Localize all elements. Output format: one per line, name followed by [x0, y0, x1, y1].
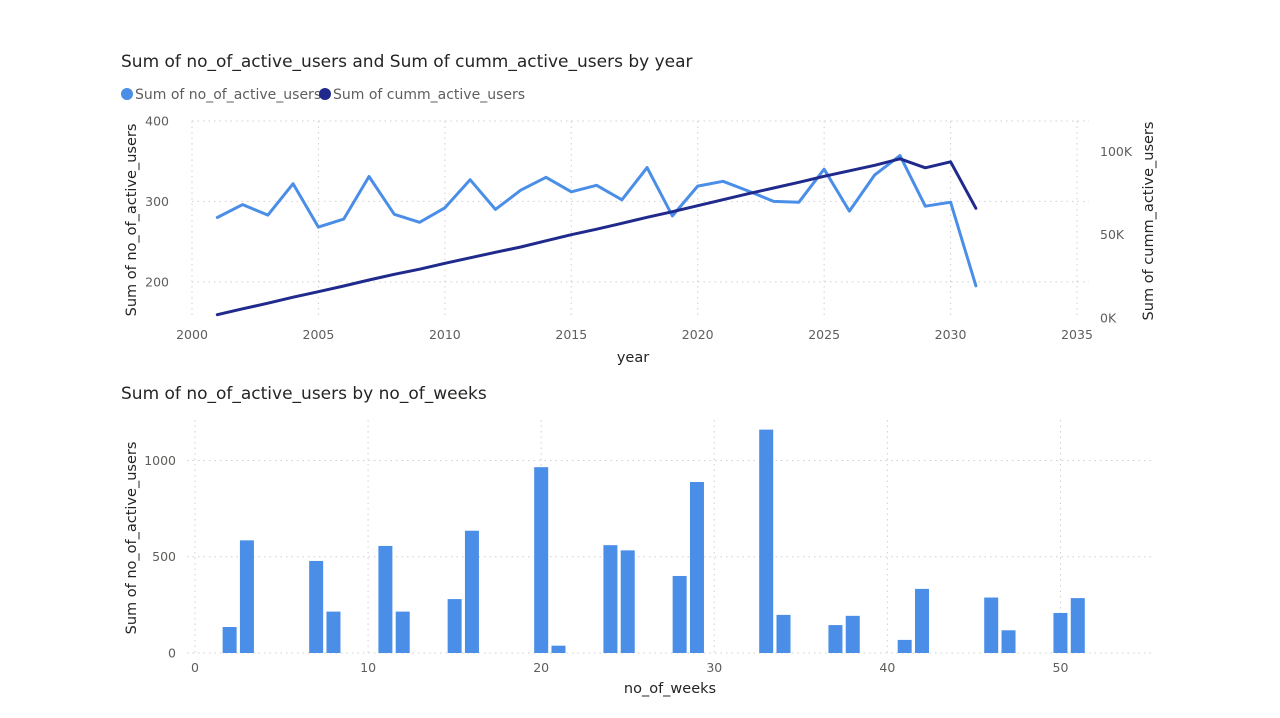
y-tick-label: 400 [145, 114, 169, 129]
bar-chart-y-axis-title: Sum of no_of_active_users [124, 442, 140, 635]
series-line-cumm-users [215, 157, 978, 317]
bar [620, 550, 635, 653]
y2-tick-label: 50K [1100, 227, 1125, 242]
bar-chart-title: Sum of no_of_active_users by no_of_weeks [121, 384, 487, 404]
bar [828, 625, 843, 653]
x-tick-label: 2000 [176, 327, 208, 342]
x-tick-label: 2025 [808, 327, 840, 342]
bar [1070, 598, 1085, 653]
x-tick-label: 2005 [303, 327, 335, 342]
bar [464, 530, 479, 653]
bar [378, 545, 393, 653]
bar-chart-grid [187, 420, 1155, 654]
line-chart-title: Sum of no_of_active_users and Sum of cum… [121, 52, 693, 72]
bar [222, 627, 237, 653]
line-chart-legend: Sum of no_of_active_users Sum of cumm_ac… [121, 87, 525, 103]
bar [326, 611, 341, 653]
x-tick-label: 0 [191, 660, 199, 675]
y2-tick-label: 0K [1100, 311, 1117, 326]
bar [239, 540, 254, 653]
bar-chart-x-axis-title: no_of_weeks [624, 681, 716, 697]
x-tick-label: 2010 [429, 327, 461, 342]
legend-label-cumm-users: Sum of cumm_active_users [333, 87, 525, 103]
bar [672, 575, 687, 653]
y-tick-label: 0 [168, 646, 176, 661]
y-tick-label: 300 [145, 194, 169, 209]
line-chart-ticks: 2000 2005 2010 2015 2020 2025 2030 2035 200 300 40… [145, 114, 1133, 343]
x-tick-label: 2020 [682, 327, 714, 342]
x-tick-label: 40 [879, 660, 895, 675]
bar [689, 482, 704, 653]
bar [1053, 612, 1068, 653]
bar [845, 615, 860, 653]
bar-chart: Sum of no_of_active_users by no_of_weeks… [121, 384, 1155, 697]
bar [551, 645, 566, 653]
series-line-active-users [215, 154, 978, 288]
y-tick-label: 500 [152, 549, 176, 564]
bar [395, 611, 410, 653]
line-chart-y-axis-title: Sum of no_of_active_users [124, 124, 140, 317]
x-tick-label: 50 [1053, 660, 1069, 675]
bar-chart-bars [222, 429, 1085, 653]
bar [447, 599, 462, 653]
x-tick-label: 10 [360, 660, 376, 675]
line-chart-series [215, 154, 978, 317]
legend-marker-active-users [121, 88, 133, 100]
x-tick-label: 20 [533, 660, 549, 675]
bar [759, 429, 774, 653]
x-tick-label: 2015 [555, 327, 587, 342]
x-tick-label: 30 [706, 660, 722, 675]
line-chart-grid [191, 120, 1089, 318]
bar [897, 639, 912, 653]
bar [309, 560, 324, 653]
line-chart-x-axis-title: year [617, 350, 649, 366]
x-tick-label: 2030 [935, 327, 967, 342]
y-tick-label: 1000 [144, 453, 176, 468]
bar [914, 588, 929, 653]
bar [984, 597, 999, 653]
bar [776, 614, 791, 653]
legend-label-active-users: Sum of no_of_active_users [135, 87, 321, 103]
y-tick-label: 200 [145, 274, 169, 289]
legend-marker-cumm-users [319, 88, 331, 100]
bar [1001, 630, 1016, 653]
bar [534, 467, 549, 653]
line-chart-y2-axis-title: Sum of cumm_active_users [1141, 122, 1157, 321]
line-chart: Sum of no_of_active_users and Sum of cum… [121, 52, 1157, 366]
y2-tick-label: 100K [1100, 144, 1133, 159]
x-tick-label: 2035 [1061, 327, 1093, 342]
bar [603, 545, 618, 653]
